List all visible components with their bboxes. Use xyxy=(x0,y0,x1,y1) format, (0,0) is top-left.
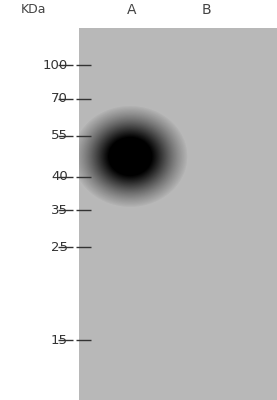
Text: 100: 100 xyxy=(43,59,68,72)
FancyBboxPatch shape xyxy=(79,28,277,400)
Text: A: A xyxy=(127,3,136,17)
Text: 25: 25 xyxy=(51,241,68,254)
Text: 70: 70 xyxy=(51,92,68,105)
Text: KDa: KDa xyxy=(20,3,46,16)
Text: 35: 35 xyxy=(51,204,68,217)
Text: B: B xyxy=(202,3,211,17)
Text: 55: 55 xyxy=(51,129,68,142)
Text: 40: 40 xyxy=(51,170,68,183)
Text: 15: 15 xyxy=(51,334,68,347)
